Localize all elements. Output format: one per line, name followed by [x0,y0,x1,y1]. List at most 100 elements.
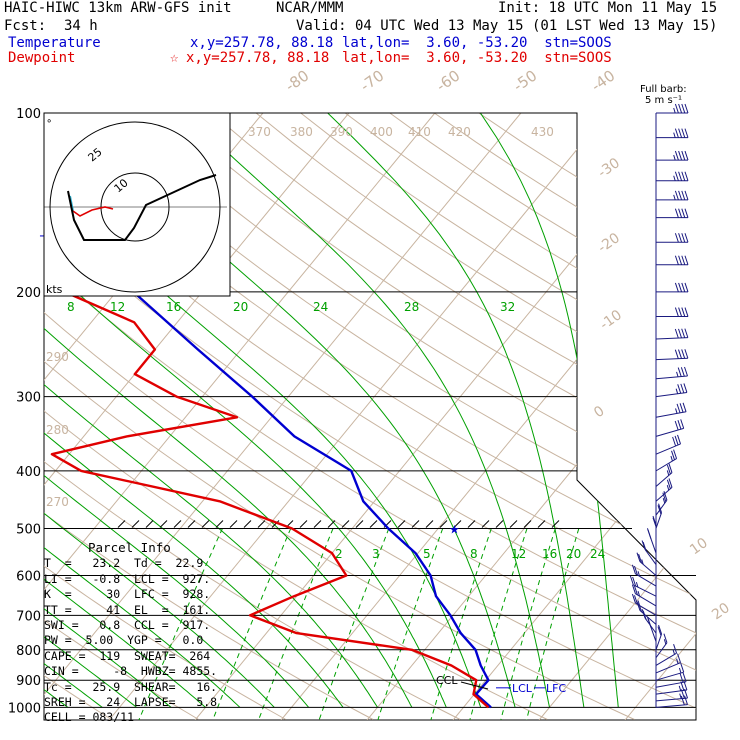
wind-barb [655,449,678,472]
barb-half-feather [662,498,666,504]
barb-feather [674,190,679,201]
parcel-info-row: CIN = -8 HWBZ= 4855. [44,664,218,679]
hatch-mark [159,520,168,528]
barb-half-feather [672,649,675,655]
hatch-mark [467,520,476,528]
barb-feather [678,233,683,243]
barb-feather [681,255,686,265]
barb-half-feather [666,470,670,476]
barb-staff [655,704,688,708]
wind-barb [656,171,689,182]
parcel-info-row: LI = -0.8 LCL = 927. [44,571,211,586]
barb-staff [655,487,673,502]
isotherm-line [44,113,436,720]
dry-adiabat-line [344,113,696,720]
wind-barb [655,663,685,681]
barb-feather [681,307,686,317]
moist-adiabat-lines [44,113,619,708]
barb-feather [634,595,638,605]
parcel-info-row: K = 30 LFC = 928. [44,587,211,602]
org-label: NCAR/MMM [276,0,344,16]
temperature-legend: Temperature [8,35,101,51]
dry-adiabat-line [434,113,696,720]
dry-adiabat-line [44,113,696,720]
hodograph-unit-label: kts [46,283,63,296]
pressure-tick-label: 400 [16,465,41,480]
wind-barb [655,434,681,455]
barb-feather [634,585,638,596]
pressure-tick-label: 100 [16,107,41,122]
hatch-mark [187,520,196,528]
pressure-tick-label: 600 [16,570,41,585]
theta-e-label: 12 [110,300,125,314]
wind-barb [655,419,685,437]
moist-adiabat-line [44,113,275,708]
isotherm-line [452,113,696,720]
barb-staff [655,357,688,361]
barb-feather [684,695,688,705]
barb-feather [677,653,681,663]
barb-feather [674,328,679,339]
hatch-mark [145,520,154,528]
barb-feather [679,403,684,413]
wind-barb [656,282,689,293]
barb-staff [655,337,688,340]
barb-staff [655,633,663,650]
barb-staff [635,573,657,587]
barb-feather [668,463,673,473]
hatch-mark [257,520,266,528]
mixing-ratio-label: 5 [423,547,431,561]
barb-half-feather [678,667,682,674]
barb-feather [680,367,685,377]
wind-barb [655,328,689,340]
barb-staff [655,689,687,695]
isotherm-label: 10 [687,535,711,558]
pressure-tick-label: 700 [16,609,41,624]
mixing-ratio-line [500,528,556,720]
barb-feather [674,128,679,138]
wind-barb [629,575,657,597]
parcel-marker-label: ★ [449,522,460,536]
theta-e-label: 16 [166,300,181,314]
mixing-ratio-label: 16 [542,547,557,561]
dry-adiabat-lines [44,113,696,720]
moist-adiabat-line [44,113,241,708]
barb-half-feather [670,455,673,462]
barb-half-feather [673,132,676,138]
hatch-marks [117,520,560,528]
moist-adiabat-line [44,113,172,708]
barb-feather [678,150,683,161]
barb-feather [684,349,689,359]
ccl-tick [460,681,489,690]
dry-adiabat-line [44,113,112,720]
barb-feather [674,349,679,359]
barb-feather [674,103,679,114]
parcel-info-row: CELL = 083/11 [44,710,135,725]
barb-feather [678,255,683,265]
forecast-label: Fcst: [4,18,47,34]
barb-feather [674,307,679,317]
isotherm-label: -40 [588,66,618,95]
hatch-mark [201,520,210,528]
moist-adiabat-line [479,113,619,708]
wind-barb [631,593,657,616]
barb-feather [672,436,677,447]
barb-feather [681,282,686,293]
barb-feather [677,434,681,445]
barb-staff [655,443,681,455]
moist-adiabat-line [44,113,103,708]
barb-half-feather [673,194,676,201]
barb-feather [631,564,636,574]
barb-feather [683,383,688,393]
hatch-mark [243,520,252,528]
parcel-info-row: SREH = 24 LAPSE= 5.8 [44,695,218,710]
pressure-tick-label: 900 [16,674,41,689]
hatch-mark [411,520,420,528]
barb-feather [631,584,636,594]
mixing-ratio-line [430,528,492,720]
pressure-tick-label: 300 [16,391,41,406]
mixing-ratio-label: 12 [511,547,526,561]
mixing-ratio-line [258,528,334,720]
dry-adiabat-line [166,113,696,720]
